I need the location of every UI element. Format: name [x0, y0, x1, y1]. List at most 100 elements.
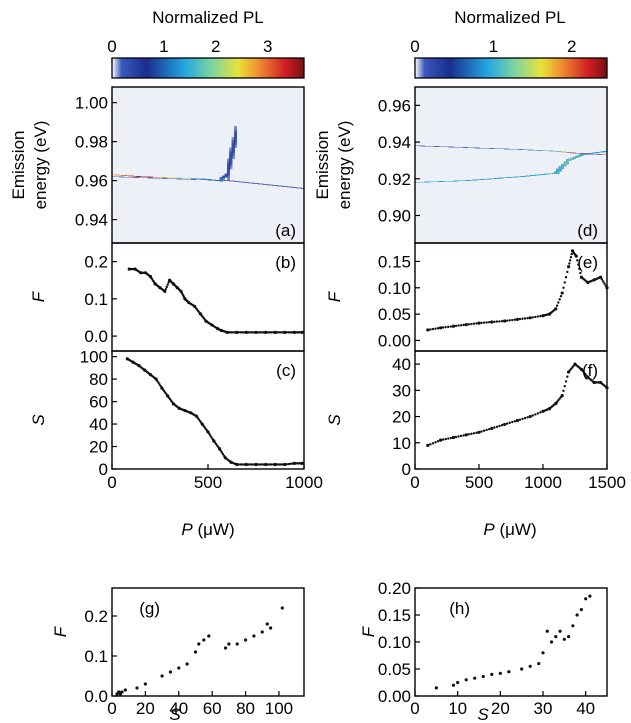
data-point-interp	[485, 321, 488, 324]
data-point	[456, 680, 460, 685]
x-tick-label: 1000	[285, 473, 323, 492]
data-point-interp	[566, 270, 569, 274]
data-point	[464, 678, 468, 682]
data-point-interp	[601, 280, 605, 283]
data-point-interp	[220, 451, 224, 454]
data-point-interp	[470, 322, 473, 326]
x-tick-label: 500	[465, 473, 493, 492]
ylabel-c: S	[29, 414, 48, 426]
data-point	[252, 634, 256, 638]
data-point-interp	[577, 263, 580, 266]
data-point	[584, 597, 588, 601]
data-point-interp	[441, 326, 445, 329]
data-point-interp	[472, 432, 476, 435]
panel-b-scatter: 0.0 0.1 0.2 (b)	[84, 242, 305, 352]
data-point-interp	[457, 435, 460, 438]
data-point-interp	[166, 283, 169, 286]
data-point	[545, 629, 549, 633]
data-point	[567, 635, 571, 639]
data-point-interp	[434, 327, 437, 330]
colorbar-tick-label: 0	[107, 37, 116, 56]
data-point-interp	[521, 317, 524, 320]
data-point	[254, 462, 258, 467]
panel-label: (d)	[577, 221, 598, 240]
y-tick-label: 1.00	[75, 94, 108, 113]
data-point-interp	[495, 425, 499, 428]
data-point-interp	[600, 278, 604, 281]
data-point-interp	[454, 435, 458, 439]
data-point-interp	[604, 284, 607, 287]
data-point-interp	[250, 331, 254, 334]
data-point-interp	[260, 331, 263, 334]
data-point	[244, 462, 248, 467]
panel-e-scatter: 0.00 0.05 0.10 0.15 (e)	[378, 242, 609, 352]
data-point	[560, 393, 564, 398]
data-point-interp	[275, 331, 279, 334]
panel-a-heatmap: 0.94 0.96 0.98 1.00 (a)	[75, 86, 305, 244]
data-point-interp	[241, 331, 244, 334]
data-point-interp	[275, 463, 279, 466]
data-point	[185, 662, 189, 666]
data-point	[163, 289, 167, 294]
data-point-interp	[250, 463, 254, 466]
data-point-interp	[579, 271, 582, 275]
data-point	[244, 330, 248, 334]
data-point	[515, 317, 520, 321]
panel-d-heatmap: 0.90 0.92 0.94 0.96 (d)	[378, 86, 608, 244]
x-tick-label: 0	[410, 699, 419, 718]
heatmap-background	[112, 87, 304, 243]
data-point-interp	[434, 441, 437, 444]
ylabel-g: F	[51, 625, 70, 637]
data-point	[481, 674, 485, 679]
data-point-interp	[493, 320, 496, 324]
data-point-interp	[156, 379, 159, 383]
data-point-interp	[555, 304, 559, 307]
data-point	[235, 462, 239, 467]
data-point	[515, 418, 520, 423]
data-point-interp	[568, 262, 571, 265]
data-point-interp	[475, 431, 478, 435]
data-point-interp	[562, 389, 565, 393]
data-point-interp	[444, 437, 447, 441]
axes-frame	[414, 587, 608, 697]
data-point	[575, 613, 579, 617]
data-point-interp	[429, 328, 432, 331]
y-tick-label: 0.20	[378, 579, 411, 598]
data-point-interp	[237, 331, 240, 334]
data-point	[605, 286, 609, 290]
y-tick-label: 0.92	[378, 170, 411, 189]
data-point	[477, 430, 481, 434]
data-point	[574, 254, 578, 258]
data-point-interp	[485, 428, 488, 432]
data-point-interp	[526, 316, 529, 320]
data-point-interp	[231, 331, 235, 334]
colorbar-tick-label: 0	[410, 37, 419, 56]
data-point	[477, 321, 481, 325]
y-tick-label: 0.10	[378, 279, 411, 298]
y-tick-label: 40	[392, 355, 411, 374]
data-point	[265, 622, 269, 626]
data-point-interp	[285, 463, 288, 466]
data-point-interp	[498, 320, 501, 323]
x-tick-label: 10	[448, 699, 467, 718]
data-point	[498, 671, 502, 675]
data-point	[120, 690, 124, 694]
colorbar-left	[111, 57, 305, 79]
data-point	[562, 637, 566, 641]
data-point-interp	[505, 422, 509, 425]
data-point-interp	[268, 463, 271, 466]
data-point-interp	[431, 442, 435, 445]
data-point	[451, 435, 455, 440]
y-tick-label: 0.94	[75, 211, 108, 230]
data-point-interp	[207, 432, 211, 435]
data-point	[168, 670, 173, 674]
data-point-interp	[164, 287, 167, 291]
y-tick-label: 0.1	[84, 647, 108, 666]
y-tick-label: 80	[89, 370, 108, 389]
y-tick-label: 0.05	[378, 305, 411, 324]
colorbar-tick-label: 3	[263, 37, 272, 56]
y-tick-label: 0.15	[378, 252, 411, 271]
data-point	[300, 461, 304, 465]
data-point	[197, 642, 201, 646]
panel-f-scatter: 0 10 20 30 40 (f)	[392, 350, 609, 479]
